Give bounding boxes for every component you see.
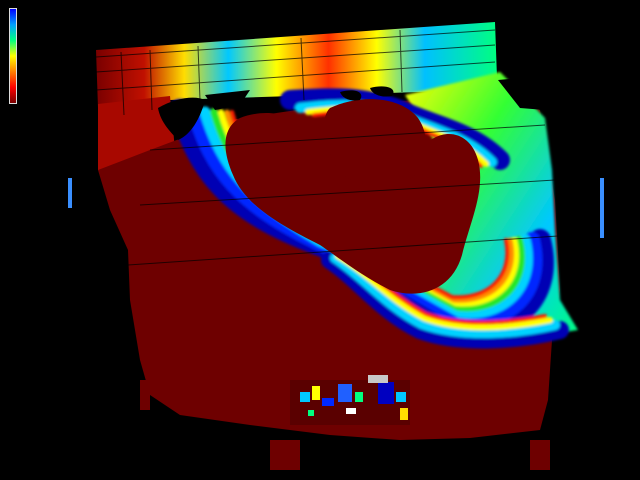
core-lobe	[324, 99, 427, 186]
back-plate-lower	[98, 96, 175, 180]
colorbar-icon	[10, 9, 16, 103]
occlusion-holes	[158, 76, 545, 140]
depth-colorbar	[9, 8, 17, 104]
grid-lines	[95, 29, 559, 266]
edge-fragments	[68, 178, 604, 470]
back-plate	[96, 22, 497, 108]
noise-speckle	[290, 375, 410, 425]
